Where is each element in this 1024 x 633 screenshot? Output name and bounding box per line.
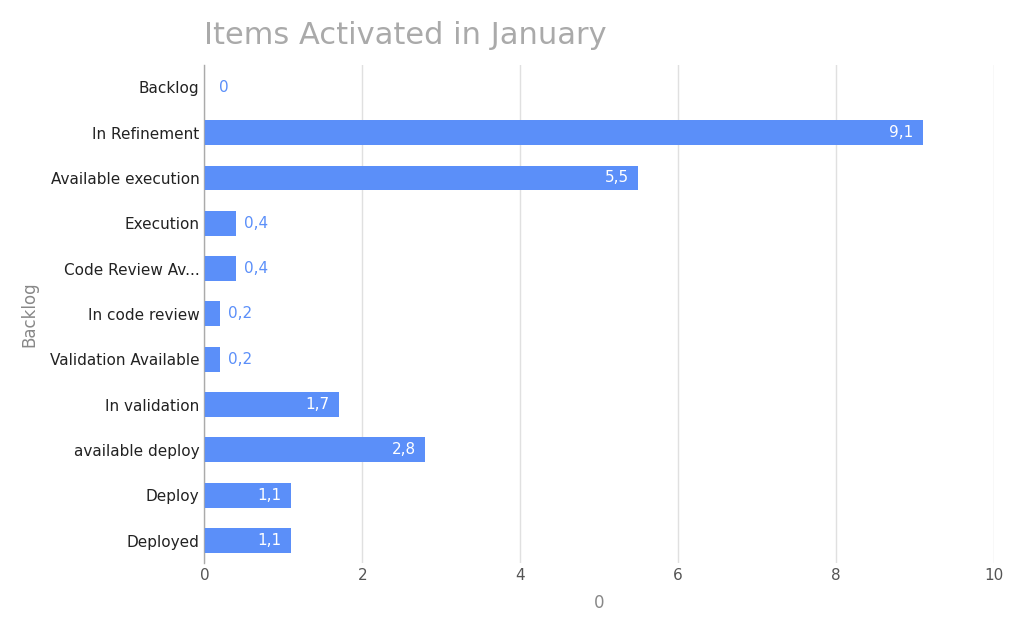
Bar [205,211,236,235]
Y-axis label: Backlog: Backlog [20,281,39,347]
Bar [205,528,291,553]
X-axis label: 0: 0 [594,594,604,612]
Bar [205,256,236,281]
Text: 2,8: 2,8 [392,442,416,458]
Bar [205,347,220,372]
Text: 5,5: 5,5 [605,170,629,185]
Bar [205,301,220,327]
Bar [205,392,339,417]
Text: 9,1: 9,1 [889,125,913,140]
Text: 1,1: 1,1 [258,533,282,548]
Text: 0: 0 [219,80,228,95]
Text: 0,4: 0,4 [244,261,268,276]
Text: 0,2: 0,2 [228,306,252,322]
Bar [205,165,638,191]
Bar [205,120,923,145]
Text: 0,2: 0,2 [228,352,252,367]
Text: Items Activated in January: Items Activated in January [205,21,607,50]
Text: 1,1: 1,1 [258,487,282,503]
Bar [205,483,291,508]
Text: 1,7: 1,7 [305,397,329,412]
Bar [205,437,425,462]
Text: 0,4: 0,4 [244,216,268,231]
